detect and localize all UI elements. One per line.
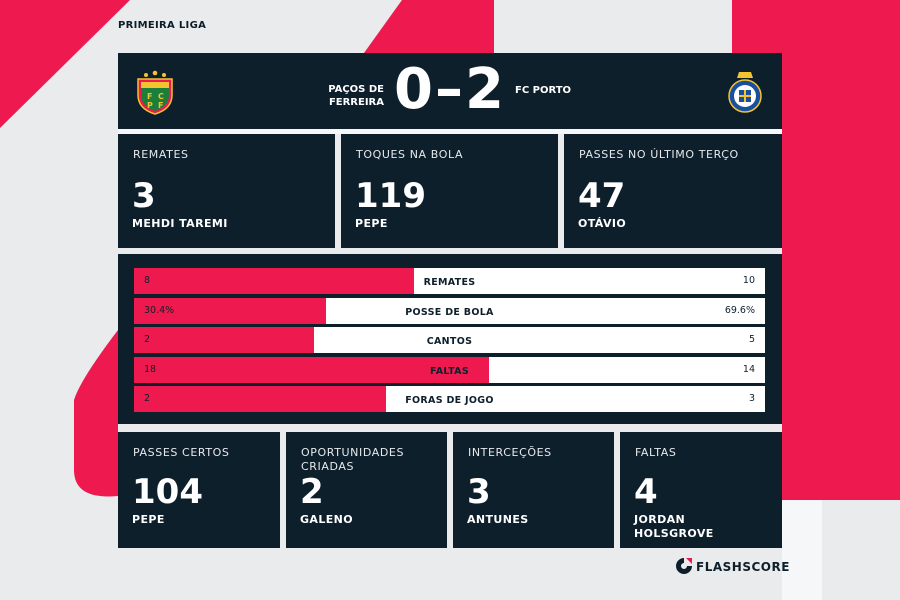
stat-card-remates: REMATES 3 MEHDI TAREMI [118, 134, 335, 248]
comparison-label: REMATES [423, 277, 476, 288]
comparison-home-bar [134, 327, 315, 353]
match-header: F C P F PAÇOS DE FERREIRA 0–2 FC PORTO [118, 53, 782, 129]
stat-card-player: PEPE [355, 217, 388, 230]
comparison-home-bar [134, 268, 415, 294]
comparison-home-bar [134, 386, 387, 412]
comparison-label: CANTOS [426, 336, 473, 347]
stat-card-player: GALENO [300, 513, 354, 526]
fc-porto-crest-icon [728, 72, 762, 113]
stat-card-player: JORDAN HOLSGROVE [634, 513, 714, 540]
stat-card-label: FALTAS [635, 446, 677, 459]
stat-card-player: OTÁVIO [578, 217, 627, 230]
comparison-row: 2 CANTOS 5 [134, 327, 765, 353]
stat-card-faltas: FALTAS 4 JORDAN HOLSGROVE [620, 432, 782, 548]
comparison-home-value: 2 [144, 334, 151, 345]
comparison-home-value: 8 [144, 275, 151, 286]
comparison-away-value: 10 [742, 275, 755, 286]
comparison-row: 30.4% POSSE DE BOLA 69.6% [134, 298, 765, 324]
stat-card-passes-ultimo-terco: PASSES NO ÚLTIMO TERÇO 47 OTÁVIO [564, 134, 782, 248]
stat-card-value: 119 [355, 176, 426, 216]
stat-card-player: ANTUNES [467, 513, 529, 526]
svg-text:P: P [147, 101, 153, 110]
league-name: PRIMEIRA LIGA [118, 20, 207, 31]
stat-card-intercecoes: INTERCEÇÕES 3 ANTUNES [453, 432, 614, 548]
stat-card-player: PEPE [132, 513, 165, 526]
home-team-line-1: PAÇOS DE [328, 84, 384, 95]
stat-card-value: 104 [132, 472, 203, 512]
svg-text:C: C [158, 92, 164, 101]
stat-card-value: 3 [132, 176, 156, 216]
comparison-home-value: 30.4% [144, 305, 175, 316]
stat-card-value: 3 [467, 472, 491, 512]
stat-card-label: OPORTUNIDADES CRIADAS [301, 446, 405, 473]
stat-card-label: PASSES NO ÚLTIMO TERÇO [579, 148, 739, 161]
stat-card-value: 4 [634, 472, 658, 512]
home-team-name: PAÇOS DE FERREIRA [328, 83, 384, 109]
stat-card-player: MEHDI TAREMI [132, 217, 228, 230]
stat-card-label: INTERCEÇÕES [468, 446, 552, 459]
comparison-label: POSSE DE BOLA [405, 307, 494, 318]
brand-name: FLASHSCORE [696, 560, 790, 574]
comparison-home-value: 2 [144, 393, 151, 404]
stat-card-passes-certos: PASSES CERTOS 104 PEPE [118, 432, 280, 548]
away-team-name: FC PORTO [515, 85, 572, 96]
comparison-away-value: 5 [748, 334, 755, 345]
comparison-away-value: 69.6% [724, 305, 755, 316]
svg-text:F: F [158, 101, 163, 110]
stat-card-value: 47 [578, 176, 626, 216]
comparison-row: 2 FORAS DE JOGO 3 [134, 386, 765, 412]
stat-card-toques: TOQUES NA BOLA 119 PEPE [341, 134, 558, 248]
stat-card-label: PASSES CERTOS [133, 446, 230, 459]
comparison-label: FORAS DE JOGO [405, 395, 494, 406]
stat-card-label: TOQUES NA BOLA [356, 148, 464, 161]
comparison-row: 8 REMATES 10 [134, 268, 765, 294]
stat-card-label: REMATES [133, 148, 189, 161]
team-comparison: 8 REMATES 10 30.4% POSSE DE BOLA 69.6% 2… [118, 254, 782, 424]
flashscore-logo-icon [676, 558, 692, 574]
stat-card-oportunidades: OPORTUNIDADES CRIADAS 2 GALENO [286, 432, 447, 548]
comparison-row: 18 FALTAS 14 [134, 357, 765, 383]
svg-text:F: F [147, 92, 152, 101]
comparison-away-value: 14 [742, 364, 755, 375]
home-team-line-2: FERREIRA [328, 97, 384, 108]
comparison-home-value: 18 [144, 364, 157, 375]
comparison-label: FALTAS [430, 366, 469, 377]
comparison-away-value: 3 [748, 393, 755, 404]
comparison-home-bar [134, 357, 490, 383]
stat-card-value: 2 [300, 472, 324, 512]
match-score: 0–2 [394, 57, 506, 122]
comparison-home-bar [134, 298, 326, 324]
pacos-ferreira-crest-icon: F C P F [137, 70, 173, 115]
